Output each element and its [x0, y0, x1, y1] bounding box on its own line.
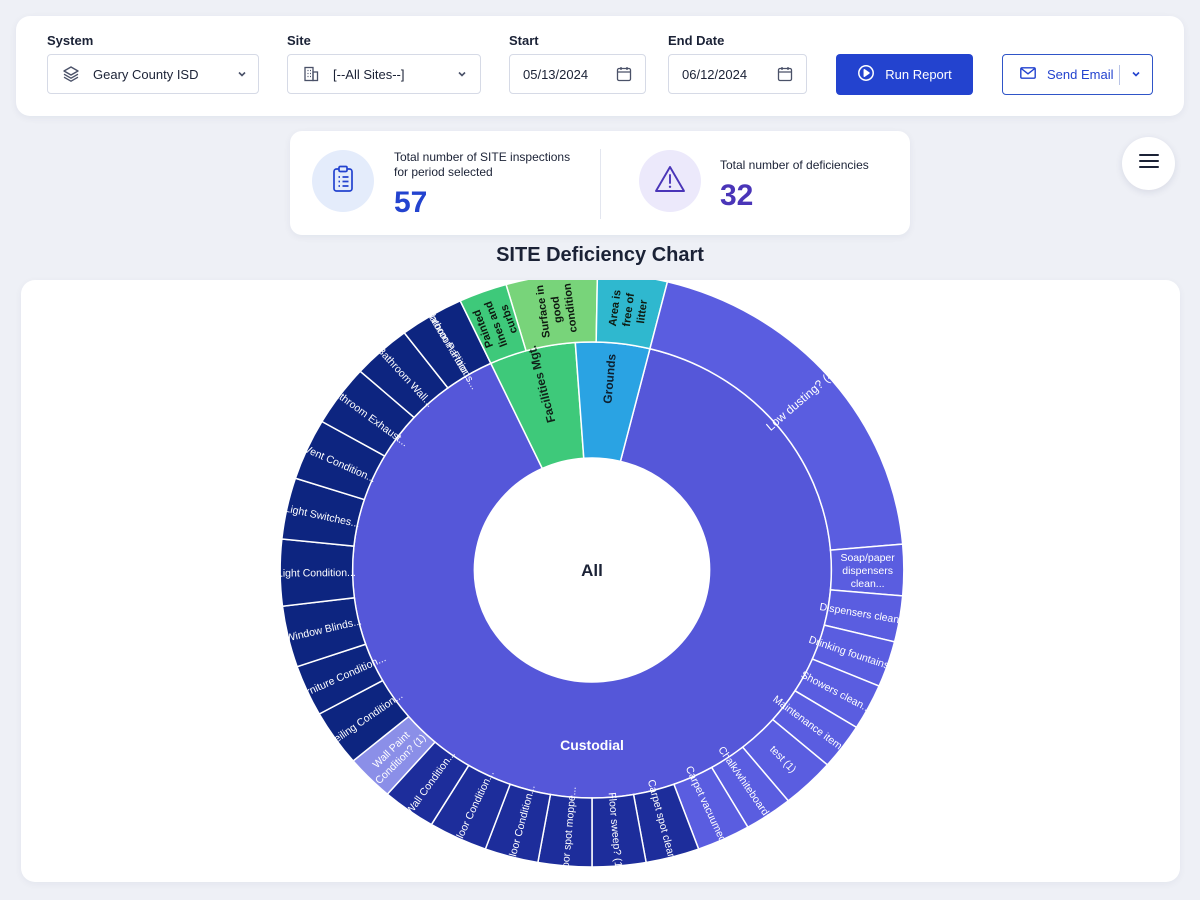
send-email-dropdown[interactable]	[1120, 67, 1152, 82]
system-field: System	[47, 32, 93, 50]
end-label: End Date	[668, 33, 725, 48]
warning-icon-badge	[639, 150, 701, 212]
stats-divider	[600, 149, 601, 219]
site-select[interactable]: [--All Sites--]	[287, 54, 481, 94]
system-select[interactable]: Geary County ISD	[47, 54, 259, 94]
report-toolbar: System Geary County ISD Site [--All Site…	[16, 16, 1184, 116]
inspections-label: Total number of SITE inspections for per…	[394, 150, 571, 179]
root-node[interactable]: All	[474, 458, 710, 682]
site-label: Site	[287, 33, 311, 48]
summary-stats-card: Total number of SITE inspections for per…	[290, 131, 910, 235]
end-field: End Date	[668, 32, 724, 50]
warning-triangle-icon	[653, 164, 687, 199]
start-date-input[interactable]: 05/13/2024	[509, 54, 646, 94]
system-label: System	[47, 33, 94, 48]
chart-title: SITE Deficiency Chart	[496, 244, 704, 266]
calendar-icon[interactable]	[776, 65, 794, 83]
send-email-main[interactable]: Send Email	[1003, 64, 1119, 85]
leaf-label: Light Condition...	[277, 567, 356, 580]
chevron-down-icon	[233, 65, 251, 83]
root-label: All	[581, 561, 603, 580]
leaf-ring	[279, 280, 905, 868]
menu-button[interactable]	[1122, 137, 1175, 190]
leaf-label: Soap/paper dispensers clean...	[840, 552, 895, 590]
layers-icon	[62, 65, 80, 83]
send-email-label: Send Email	[1047, 67, 1114, 82]
inspections-count: 57	[394, 186, 428, 219]
end-date-value: 06/12/2024	[682, 66, 748, 82]
end-date-input[interactable]: 06/12/2024	[668, 54, 807, 94]
category-label-custodial: Custodial	[560, 737, 624, 753]
start-date-value: 05/13/2024	[523, 66, 589, 82]
building-icon	[302, 65, 320, 83]
site-value: [--All Sites--]	[333, 66, 405, 82]
run-report-button[interactable]: Run Report	[836, 54, 973, 95]
site-field: Site	[287, 32, 311, 50]
start-field: Start	[509, 32, 539, 50]
start-label: Start	[509, 33, 539, 48]
leaf-label: Paintedlines andcurbs	[470, 295, 524, 354]
calendar-icon[interactable]	[615, 65, 633, 83]
hamburger-menu-icon	[1138, 152, 1160, 175]
leaf-slice[interactable]	[459, 283, 527, 365]
play-circle-icon	[857, 64, 875, 85]
chart-card: All Custodial Facilities Mgt. Grounds Surfac…	[21, 280, 1180, 882]
mail-icon	[1019, 64, 1037, 85]
deficiencies-label: Total number of deficiencies	[720, 158, 869, 172]
leaf-label: Area isfree oflitter	[607, 289, 651, 331]
chevron-down-icon	[1131, 67, 1141, 82]
system-value: Geary County ISD	[93, 66, 199, 82]
clipboard-icon	[329, 164, 357, 199]
run-report-label: Run Report	[885, 67, 952, 82]
category-label-grounds: Grounds	[600, 353, 618, 404]
root-circle[interactable]	[474, 458, 710, 682]
clipboard-icon-badge	[312, 150, 374, 212]
button-divider	[1119, 64, 1121, 85]
deficiencies-count: 32	[720, 179, 754, 212]
chevron-down-icon	[453, 65, 471, 83]
send-email-button[interactable]: Send Email	[1002, 54, 1153, 95]
